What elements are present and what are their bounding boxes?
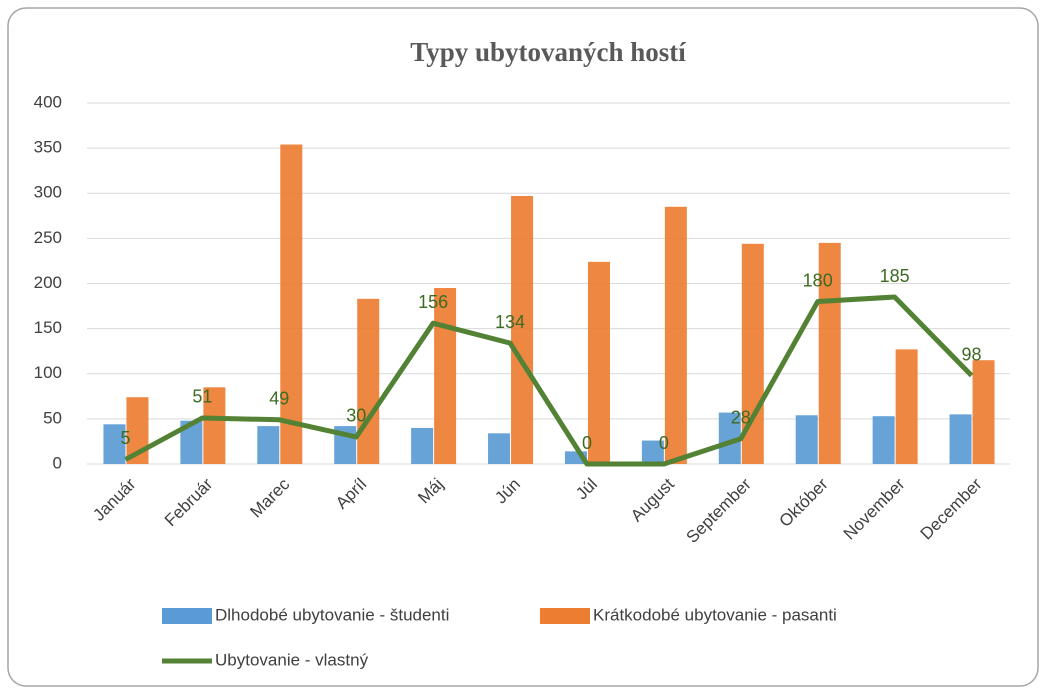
data-label: 5	[120, 428, 130, 448]
bar	[488, 433, 511, 464]
legend-swatch	[540, 608, 590, 624]
bar	[718, 412, 741, 464]
chart-title: Typy ubytovaných hostí	[410, 37, 686, 67]
data-label: 185	[880, 266, 910, 286]
y-tick-label: 150	[34, 318, 62, 337]
legend-label: Ubytovanie - vlastný	[215, 650, 369, 669]
legend-swatch	[162, 608, 212, 624]
legend-label: Krátkodobé ubytovanie - pasanti	[593, 605, 837, 624]
data-label: 156	[418, 292, 448, 312]
y-tick-label: 0	[53, 453, 62, 472]
y-tick-label: 200	[34, 273, 62, 292]
y-tick-label: 350	[34, 138, 62, 157]
data-label: 0	[659, 433, 669, 453]
y-tick-label: 300	[34, 183, 62, 202]
data-label: 49	[269, 389, 289, 409]
bar	[257, 426, 280, 464]
data-label: 0	[582, 433, 592, 453]
data-label: 51	[192, 387, 212, 407]
bar	[872, 416, 895, 464]
y-tick-label: 50	[43, 408, 62, 427]
bar	[587, 261, 610, 464]
y-tick-label: 250	[34, 228, 62, 247]
data-label: 180	[803, 270, 833, 290]
data-label: 98	[962, 344, 982, 364]
data-label: 28	[731, 407, 751, 427]
bar	[180, 420, 203, 464]
data-label: 30	[346, 406, 366, 426]
line	[124, 294, 974, 467]
legend-label: Dlhodobé ubytovanie - študenti	[215, 605, 449, 624]
bar	[411, 427, 434, 464]
bar	[664, 206, 687, 464]
y-tick-label: 100	[34, 363, 62, 382]
bar	[103, 424, 126, 464]
bar	[511, 195, 534, 464]
bar	[434, 288, 457, 464]
bar	[357, 298, 380, 464]
data-label: 134	[495, 312, 525, 332]
y-tick-label: 400	[34, 92, 62, 111]
bar	[895, 349, 918, 464]
bar	[203, 387, 226, 464]
bar	[795, 415, 818, 464]
bar	[949, 414, 972, 464]
bar	[280, 144, 303, 464]
bar	[972, 360, 995, 464]
bar	[641, 440, 664, 464]
